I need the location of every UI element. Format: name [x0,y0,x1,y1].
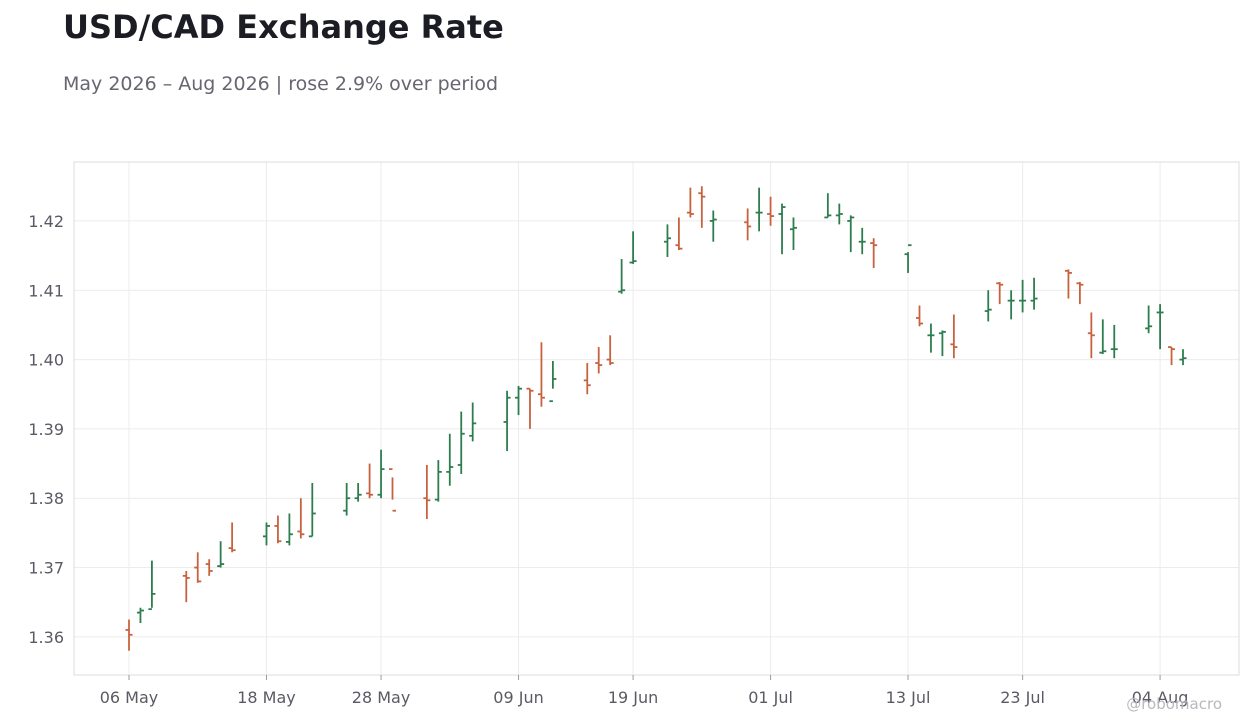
x-tick-label: 01 Jul [748,688,793,707]
ohlc-bar [285,513,293,546]
y-tick-label: 1.39 [28,420,64,439]
ohlc-bar [606,335,614,366]
ohlc-bar [789,217,797,251]
ohlc-bar [1019,279,1027,313]
x-tick-label: 13 Jul [886,688,931,707]
ohlc-bar [1110,324,1118,359]
ohlc-bar [354,482,362,502]
ohlc-bars [125,186,1187,651]
plot-frame [73,161,1240,676]
ohlc-bar [297,498,305,539]
ohlc-bar [1030,277,1038,310]
ohlc-bar [205,559,213,576]
ohlc-bar [984,290,992,322]
ohlc-bar [629,231,637,264]
x-tick-label: 06 May [100,688,159,707]
ohlc-bar [1064,269,1072,299]
ohlc-bar [1076,281,1084,305]
y-tick-label: 1.42 [28,212,64,231]
chart-subtitle: May 2026 – Aug 2026 | rose 2.9% over per… [63,73,499,95]
ohlc-bar [262,522,270,546]
ohlc-bar [709,210,717,242]
y-tick-label: 1.40 [28,351,64,370]
ohlc-bar [618,259,626,294]
ohlc-bar [778,203,786,255]
y-tick-label: 1.37 [28,559,64,578]
ohlc-bar [996,281,1004,305]
ohlc-bar [1087,312,1095,359]
ohlc-bar [755,187,763,232]
y-axis-ticks: 1.36 1.37 1.38 1.39 1.40 1.41 1.42 [28,212,64,647]
ohlc-bar [824,193,832,219]
ohlc-bar [503,390,511,452]
x-tick-label: 23 Jul [1000,688,1045,707]
y-tick-label: 1.36 [28,628,64,647]
ohlc-bar [228,522,236,553]
y-tick-label: 1.38 [28,489,64,508]
ohlc-bar [366,463,374,499]
ohlc-bar [1168,346,1176,366]
x-tick-label: 28 May [352,688,411,707]
ohlc-bar [377,449,385,499]
x-tick-label: 18 May [237,688,296,707]
ohlc-bar [148,560,156,611]
ohlc-bar [182,571,190,603]
ohlc-bar [217,541,225,568]
ohlc-bar [549,360,557,403]
ohlc-bar [343,482,351,516]
ohlc-bar [938,330,946,357]
ohlc-bar [675,217,683,251]
ohlc-bar [389,468,396,512]
ohlc-bar [595,347,603,374]
ohlc-bar [136,607,144,624]
ohlc-bar [1179,349,1187,366]
ohlc-bar [744,208,752,241]
credit-label: @robomacro [1126,695,1222,713]
ohlc-bar [1156,304,1164,350]
ohlc-bar [194,552,202,583]
grid-lines [74,162,1239,675]
ohlc-bar [686,187,694,218]
ohlc-bar [308,482,316,538]
ohlc-bar [583,363,591,395]
ohlc-bar [927,323,935,353]
ohlc-bar [698,186,706,228]
x-tick-label: 19 Jun [608,688,658,707]
ohlc-bar [1145,305,1153,334]
ohlc-bar [434,460,442,502]
ohlc-bar [457,411,465,474]
x-axis-ticks: 06 May 18 May 28 May 09 Jun 19 Jun 01 Jul 13 J… [100,675,1189,707]
ohlc-bar [1007,290,1015,320]
ohlc-bar [515,385,523,416]
chart-title: USD/CAD Exchange Rate [63,8,504,46]
ohlc-bar [1099,319,1107,355]
ohlc-bar [904,244,912,273]
ohlc-bar [537,342,545,407]
ohlc-bar [847,215,855,253]
y-tick-label: 1.41 [28,281,64,300]
x-tick-label: 09 Jun [493,688,543,707]
ohlc-bar [526,387,534,429]
x-tick-label: 04 Aug [1132,688,1189,707]
ohlc-bar [767,196,775,226]
ohlc-bar [870,238,878,269]
ohlc-bar [663,224,671,257]
ohlc-bar [469,402,477,442]
ohlc-bar [274,515,282,544]
ohlc-bar [858,227,866,255]
ohlc-bar [446,433,454,486]
ohlc-bar [916,305,923,327]
ohlc-bar [423,464,431,520]
ohlc-bar [835,203,843,225]
ohlc-bar [950,314,958,359]
ohlc-bar [125,619,133,651]
